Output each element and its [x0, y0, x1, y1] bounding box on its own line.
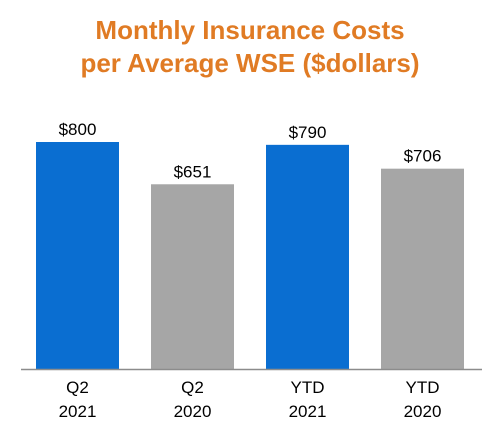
bar-3: [381, 168, 464, 369]
category-label-3-line-0: YTD: [406, 378, 440, 397]
category-label-1-line-1: 2020: [174, 402, 212, 421]
category-labels-group: Q2 2021 Q2 2020 YTD 2021 YTD 2020: [59, 378, 442, 421]
value-labels-group: $800 $651 $790 $706: [59, 120, 442, 181]
bars-group: [36, 142, 464, 369]
bar-value-label-0: $800: [59, 120, 97, 139]
category-label-2-line-0: YTD: [291, 378, 325, 397]
category-label-3-line-1: 2020: [404, 402, 442, 421]
bar-0: [36, 142, 119, 369]
chart-title-line-1: Monthly Insurance Costs: [95, 15, 405, 45]
bar-2: [266, 144, 349, 369]
chart-title: Monthly Insurance Costs per Average WSE …: [0, 14, 500, 80]
chart-title-line-2: per Average WSE ($dollars): [80, 48, 420, 78]
bar-value-label-3: $706: [404, 147, 442, 166]
category-label-0-line-0: Q2: [66, 378, 89, 397]
bar-value-label-2: $790: [289, 123, 327, 142]
category-label-0-line-1: 2021: [59, 402, 97, 421]
category-label-1-line-0: Q2: [181, 378, 204, 397]
bar-1: [151, 184, 234, 369]
category-label-2-line-1: 2021: [289, 402, 327, 421]
bar-value-label-1: $651: [174, 162, 212, 181]
